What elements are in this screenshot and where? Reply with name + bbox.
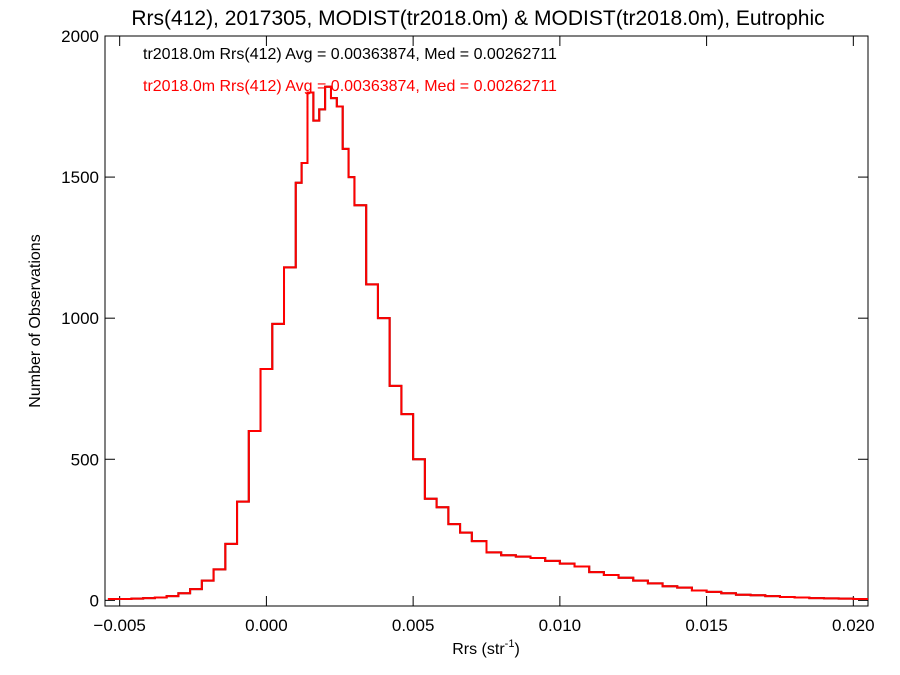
y-axis: 0 500 1000 1500 2000 [61, 27, 868, 610]
y-tick-label: 0 [90, 591, 99, 610]
x-tick-label: 0.000 [245, 616, 288, 635]
y-tick-label: 1000 [61, 309, 99, 328]
y-tick-label: 2000 [61, 27, 99, 46]
x-axis: −0.005 0.000 0.005 0.010 0.015 0.020 [93, 36, 875, 635]
chart-title: Rrs(412), 2017305, MODIST(tr2018.0m) & M… [131, 7, 824, 30]
histogram-series-1 [107, 85, 868, 600]
x-axis-label-main: Rrs (str [452, 641, 505, 658]
x-tick-label: 0.005 [392, 616, 435, 635]
y-axis-label: Number of Observations [27, 234, 44, 407]
x-tick-label: 0.010 [539, 616, 582, 635]
histogram-series-0 [107, 85, 868, 600]
annotation-red: tr2018.0m Rrs(412) Avg = 0.00363874, Med… [143, 78, 557, 95]
y-tick-label: 1500 [61, 168, 99, 187]
series-layer [107, 85, 868, 600]
x-axis-label: Rrs (str-1) [452, 638, 520, 658]
plot-frame [104, 35, 869, 607]
x-axis-label-close: ) [514, 641, 519, 658]
y-tick-label: 500 [71, 450, 99, 469]
x-tick-label: 0.020 [832, 616, 875, 635]
x-axis-label-sup: -1 [505, 638, 515, 650]
annotation-black: tr2018.0m Rrs(412) Avg = 0.00363874, Med… [143, 46, 557, 63]
x-tick-label: −0.005 [93, 616, 145, 635]
x-tick-label: 0.015 [685, 616, 728, 635]
